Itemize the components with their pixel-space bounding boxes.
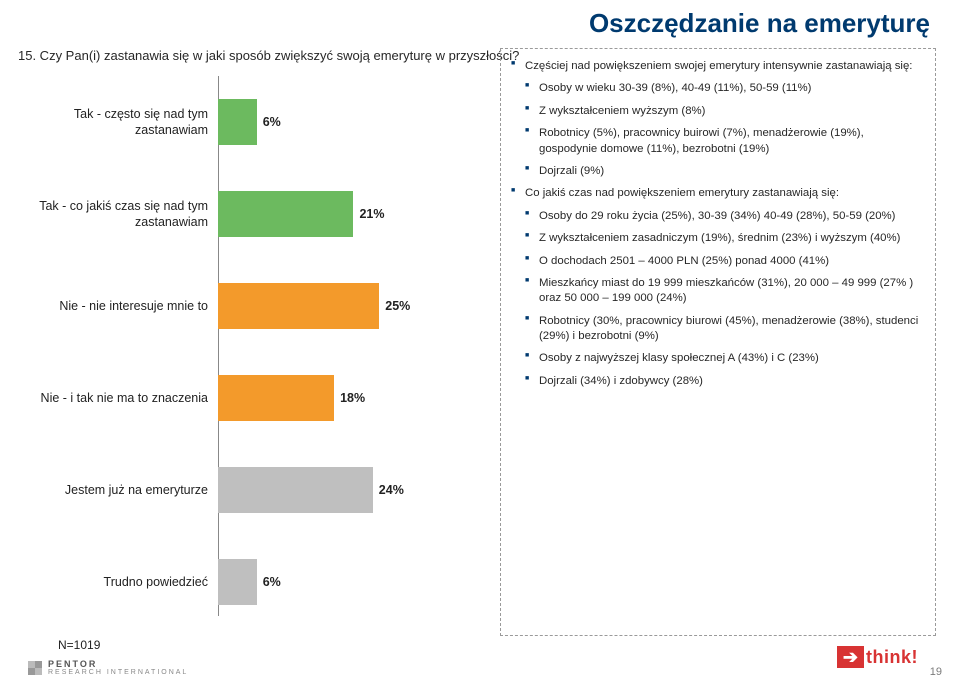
bar [218, 191, 353, 237]
bar-wrap: 6% [218, 559, 476, 605]
bar-value-label: 21% [359, 207, 384, 221]
findings-item: Robotnicy (5%), pracownicy buirowi (7%),… [525, 126, 923, 157]
findings-item: Z wykształceniem wyższym (8%) [525, 104, 923, 119]
findings-item: Z wykształceniem zasadniczym (19%), śred… [525, 231, 923, 246]
chart-row: Nie - i tak nie ma to znaczenia 18% [18, 352, 476, 444]
page-title: Oszczędzanie na emeryturę [589, 8, 930, 39]
bar [218, 283, 379, 329]
chart-row: Nie - nie interesuje mnie to 25% [18, 260, 476, 352]
chart-row-label: Nie - nie interesuje mnie to [18, 298, 218, 314]
findings-item: Osoby do 29 roku życia (25%), 30-39 (34%… [525, 209, 923, 224]
chart-row-label: Tak - często się nad tym zastanawiam [18, 106, 218, 139]
think-logo: ➔ think! [837, 646, 918, 668]
chart-row-label: Tak - co jakiś czas się nad tym zastanaw… [18, 198, 218, 231]
findings-item: Częściej nad powiększeniem swojej emeryt… [511, 59, 923, 74]
chart-row: Tak - co jakiś czas się nad tym zastanaw… [18, 168, 476, 260]
pentor-logo-line2: RESEARCH INTERNATIONAL [48, 669, 188, 676]
chart-row: Trudno powiedzieć 6% [18, 536, 476, 628]
bar-value-label: 6% [263, 575, 281, 589]
chart-row-label: Nie - i tak nie ma to znaczenia [18, 390, 218, 406]
chart-row: Jestem już na emeryturze 24% [18, 444, 476, 536]
findings-item: Osoby z najwyższej klasy społecznej A (4… [525, 351, 923, 366]
bar-chart: Tak - często się nad tym zastanawiam6%Ta… [18, 76, 476, 616]
bar-wrap: 6% [218, 99, 476, 145]
chart-row: Tak - często się nad tym zastanawiam 6% [18, 76, 476, 168]
bar-wrap: 24% [218, 467, 476, 513]
findings-item: Osoby w wieku 30-39 (8%), 40-49 (11%), 5… [525, 81, 923, 96]
pentor-logo-line1: PENTOR [48, 659, 188, 669]
findings-item: Co jakiś czas nad powiększeniem emerytur… [511, 186, 923, 201]
think-logo-text: think! [866, 647, 918, 668]
pentor-logo: PENTOR RESEARCH INTERNATIONAL [28, 659, 188, 676]
bar [218, 99, 257, 145]
bar-value-label: 18% [340, 391, 365, 405]
chart-row-label: Jestem już na emeryturze [18, 482, 218, 498]
findings-list: Częściej nad powiększeniem swojej emeryt… [511, 59, 923, 389]
bar-wrap: 21% [218, 191, 476, 237]
think-logo-icon: ➔ [837, 646, 864, 668]
bar [218, 375, 334, 421]
bar-value-label: 6% [263, 115, 281, 129]
bar [218, 467, 373, 513]
n-label: N=1019 [58, 638, 476, 652]
bar-value-label: 25% [385, 299, 410, 313]
bar-wrap: 25% [218, 283, 476, 329]
bar-value-label: 24% [379, 483, 404, 497]
bar-wrap: 18% [218, 375, 476, 421]
chart-row-label: Trudno powiedzieć [18, 574, 218, 590]
findings-item: Mieszkańcy miast do 19 999 mieszkańców (… [525, 276, 923, 307]
page-number: 19 [930, 666, 942, 678]
findings-panel: Częściej nad powiększeniem swojej emeryt… [500, 48, 936, 636]
survey-question: 15. Czy Pan(i) zastanawia się w jaki spo… [18, 48, 519, 63]
pentor-logo-text: PENTOR RESEARCH INTERNATIONAL [48, 659, 188, 676]
pentor-logo-icon [28, 661, 42, 675]
bar [218, 559, 257, 605]
findings-item: Dojrzali (34%) i zdobywcy (28%) [525, 374, 923, 389]
findings-item: O dochodach 2501 – 4000 PLN (25%) ponad … [525, 254, 923, 269]
findings-item: Dojrzali (9%) [525, 164, 923, 179]
findings-item: Robotnicy (30%, pracownicy biurowi (45%)… [525, 314, 923, 345]
